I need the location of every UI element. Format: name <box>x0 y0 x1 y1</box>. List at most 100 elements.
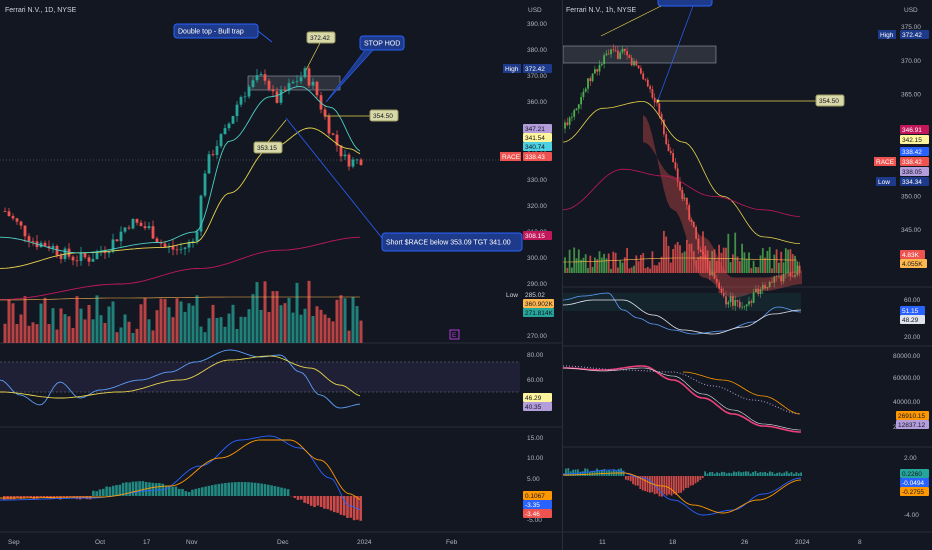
volume-bar[interactable] <box>722 247 725 273</box>
candle-body[interactable] <box>651 89 654 98</box>
volume-bar[interactable] <box>207 318 211 343</box>
macd-histogram-bar[interactable] <box>234 482 237 496</box>
macd-histogram-bar[interactable] <box>342 496 346 516</box>
volume-bar[interactable] <box>571 267 573 273</box>
macd-histogram-bar[interactable] <box>300 496 303 500</box>
macd-histogram-bar[interactable] <box>22 496 26 499</box>
candle-body[interactable] <box>580 97 582 105</box>
macd-histogram-bar[interactable] <box>62 496 65 498</box>
macd-histogram-bar[interactable] <box>797 473 800 476</box>
macd-histogram-bar[interactable] <box>141 481 145 496</box>
macd-histogram-bar[interactable] <box>270 485 273 496</box>
macd-histogram-bar[interactable] <box>745 471 747 476</box>
volume-bar[interactable] <box>63 314 67 343</box>
macd-histogram-bar[interactable] <box>783 472 786 476</box>
macd-histogram-bar[interactable] <box>273 486 277 496</box>
volume-bar[interactable] <box>339 295 343 343</box>
volume-bar[interactable] <box>323 314 327 343</box>
candle-body[interactable] <box>175 249 179 251</box>
candle-body[interactable] <box>227 123 231 129</box>
volume-bar[interactable] <box>343 298 347 343</box>
macd-histogram-bar[interactable] <box>329 496 333 511</box>
candle-body[interactable] <box>635 61 638 66</box>
macd-histogram-bar[interactable] <box>670 476 673 496</box>
macd-histogram-bar[interactable] <box>785 471 788 476</box>
volume-bar[interactable] <box>605 258 608 273</box>
rsi-line[interactable] <box>0 349 361 409</box>
macd-histogram-bar[interactable] <box>718 473 721 476</box>
volume-bar[interactable] <box>51 308 55 343</box>
macd-histogram-bar[interactable] <box>319 496 323 508</box>
candle-body[interactable] <box>223 128 227 135</box>
candle-body[interactable] <box>766 286 769 289</box>
macd-histogram-bar[interactable] <box>697 476 699 482</box>
volume-bar[interactable] <box>667 245 670 273</box>
candle-body[interactable] <box>603 55 605 65</box>
candle-body[interactable] <box>637 65 640 69</box>
macd-histogram-bar[interactable] <box>747 471 750 476</box>
macd-histogram-bar[interactable] <box>677 476 680 494</box>
macd-histogram-bar[interactable] <box>154 483 158 496</box>
macd-histogram-bar[interactable] <box>98 489 102 496</box>
candle-body[interactable] <box>151 226 155 239</box>
macd-histogram-bar[interactable] <box>685 476 687 489</box>
volume-bar[interactable] <box>359 320 363 343</box>
volume-bar[interactable] <box>582 257 585 273</box>
volume-bar[interactable] <box>79 308 83 343</box>
candle-body[interactable] <box>589 78 592 82</box>
volume-bar[interactable] <box>123 314 127 343</box>
volume-bar[interactable] <box>167 307 171 343</box>
macd-histogram-bar[interactable] <box>740 472 742 476</box>
candle-body[interactable] <box>331 133 335 135</box>
candle-body[interactable] <box>303 68 307 78</box>
volume-bar[interactable] <box>619 260 622 273</box>
candle-body[interactable] <box>119 231 123 242</box>
candle-body[interactable] <box>653 97 656 103</box>
candle-body[interactable] <box>665 134 668 145</box>
macd-histogram-bar[interactable] <box>293 496 296 498</box>
candle-body[interactable] <box>275 91 279 103</box>
volume-bar[interactable] <box>231 304 235 343</box>
candle-body[interactable] <box>584 88 587 92</box>
volume-bar[interactable] <box>734 232 737 273</box>
volume-bar[interactable] <box>59 308 63 343</box>
volume-bar[interactable] <box>720 252 723 273</box>
macd-histogram-bar[interactable] <box>45 496 49 499</box>
macd-histogram-bar[interactable] <box>711 472 714 476</box>
candle-body[interactable] <box>219 134 223 147</box>
volume-bar[interactable] <box>291 312 295 343</box>
candle-body[interactable] <box>207 154 211 174</box>
volume-bar[interactable] <box>697 256 700 273</box>
macd-histogram-bar[interactable] <box>121 482 125 496</box>
macd-histogram-bar[interactable] <box>276 486 280 496</box>
volume-bar[interactable] <box>115 332 119 343</box>
candle-body[interactable] <box>690 219 693 222</box>
candle-body[interactable] <box>755 288 757 293</box>
volume-bar[interactable] <box>775 249 778 273</box>
volume-bar[interactable] <box>699 255 702 273</box>
macd-histogram-bar[interactable] <box>730 473 733 476</box>
volume-bar[interactable] <box>603 253 605 273</box>
macd-histogram-bar[interactable] <box>668 476 670 495</box>
volume-bar[interactable] <box>47 324 51 343</box>
volume-bar[interactable] <box>155 310 159 343</box>
macd-histogram-bar[interactable] <box>742 471 745 476</box>
volume-bar[interactable] <box>612 251 615 273</box>
volume-bar[interactable] <box>596 259 599 273</box>
volume-bar[interactable] <box>695 259 697 273</box>
candle-body[interactable] <box>594 69 596 74</box>
candle-body[interactable] <box>688 204 691 220</box>
candle-body[interactable] <box>605 53 608 56</box>
macd-histogram-bar[interactable] <box>788 473 790 476</box>
candle-body[interactable] <box>582 91 585 98</box>
candle-body[interactable] <box>139 222 143 227</box>
candle-body[interactable] <box>55 246 59 256</box>
volume-bar[interactable] <box>279 305 283 343</box>
macd-histogram-bar[interactable] <box>230 482 234 496</box>
macd-histogram-bar[interactable] <box>263 484 267 496</box>
volume-bar[interactable] <box>787 249 789 273</box>
macd-histogram-bar[interactable] <box>687 476 690 488</box>
macd-histogram-bar[interactable] <box>793 473 795 476</box>
volume-bar[interactable] <box>748 252 750 273</box>
volume-bar[interactable] <box>311 316 315 343</box>
